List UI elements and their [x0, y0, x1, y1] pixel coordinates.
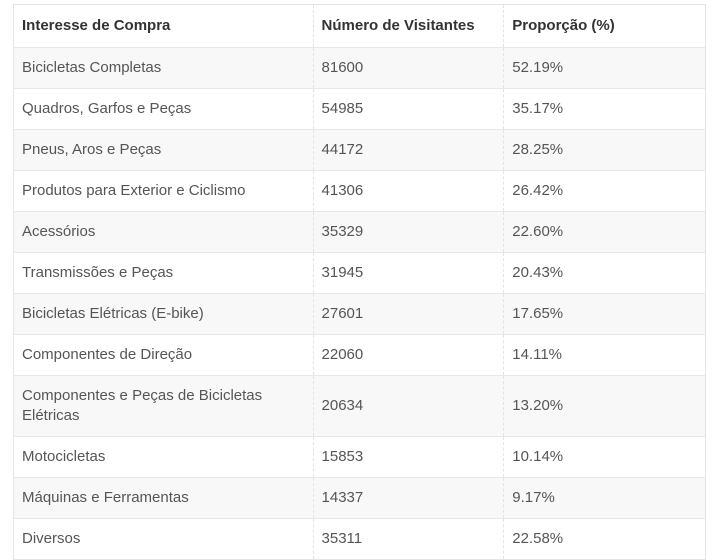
purchase-interest-table: Interesse de Compra Número de Visitantes… [13, 4, 706, 560]
cell-visitors: 15853 [312, 436, 504, 478]
cell-proportion: 20.43% [503, 252, 706, 294]
table-row: Diversos 35311 22.58% [13, 518, 706, 560]
cell-interest: Componentes de Direção [13, 334, 314, 376]
cell-interest: Diversos [13, 518, 314, 560]
cell-interest: Máquinas e Ferramentas [13, 477, 314, 519]
cell-visitors: 27601 [312, 293, 504, 335]
cell-proportion: 35.17% [503, 88, 706, 130]
table-row: Máquinas e Ferramentas 14337 9.17% [13, 477, 706, 519]
cell-interest: Pneus, Aros e Peças [13, 129, 314, 171]
cell-proportion: 13.20% [503, 375, 706, 437]
cell-interest: Bicicletas Completas [13, 47, 314, 89]
table-row: Componentes de Direção 22060 14.11% [13, 334, 706, 376]
table-row: Pneus, Aros e Peças 44172 28.25% [13, 129, 706, 171]
table-row: Acessórios 35329 22.60% [13, 211, 706, 253]
col-header-proportion: Proporção (%) [503, 4, 706, 48]
col-header-visitors: Número de Visitantes [312, 4, 504, 48]
cell-proportion: 14.11% [503, 334, 706, 376]
cell-visitors: 22060 [312, 334, 504, 376]
table-row: Transmissões e Peças 31945 20.43% [13, 252, 706, 294]
table-row: Produtos para Exterior e Ciclismo 41306 … [13, 170, 706, 212]
cell-visitors: 31945 [312, 252, 504, 294]
cell-proportion: 22.60% [503, 211, 706, 253]
cell-interest: Motocicletas [13, 436, 314, 478]
cell-proportion: 28.25% [503, 129, 706, 171]
cell-interest: Produtos para Exterior e Ciclismo [13, 170, 314, 212]
table-row: Bicicletas Elétricas (E-bike) 27601 17.6… [13, 293, 706, 335]
cell-visitors: 35329 [312, 211, 504, 253]
header-row: Interesse de Compra Número de Visitantes… [13, 4, 706, 48]
cell-proportion: 26.42% [503, 170, 706, 212]
cell-proportion: 10.14% [503, 436, 706, 478]
col-header-interest: Interesse de Compra [13, 4, 314, 48]
cell-proportion: 9.17% [503, 477, 706, 519]
table-row: Motocicletas 15853 10.14% [13, 436, 706, 478]
cell-visitors: 81600 [312, 47, 504, 89]
cell-visitors: 20634 [312, 375, 504, 437]
cell-visitors: 44172 [312, 129, 504, 171]
cell-visitors: 41306 [312, 170, 504, 212]
cell-proportion: 22.58% [503, 518, 706, 560]
purchase-interest-table-container: Interesse de Compra Número de Visitantes… [13, 4, 706, 560]
cell-proportion: 17.65% [503, 293, 706, 335]
cell-interest: Acessórios [13, 211, 314, 253]
table-row: Quadros, Garfos e Peças 54985 35.17% [13, 88, 706, 130]
cell-interest: Quadros, Garfos e Peças [13, 88, 314, 130]
cell-visitors: 14337 [312, 477, 504, 519]
cell-proportion: 52.19% [503, 47, 706, 89]
cell-interest: Componentes e Peças de Bicicletas Elétri… [13, 375, 314, 437]
cell-visitors: 35311 [312, 518, 504, 560]
table-row: Componentes e Peças de Bicicletas Elétri… [13, 375, 706, 437]
cell-interest: Transmissões e Peças [13, 252, 314, 294]
table-row: Bicicletas Completas 81600 52.19% [13, 47, 706, 89]
cell-interest: Bicicletas Elétricas (E-bike) [13, 293, 314, 335]
cell-visitors: 54985 [312, 88, 504, 130]
